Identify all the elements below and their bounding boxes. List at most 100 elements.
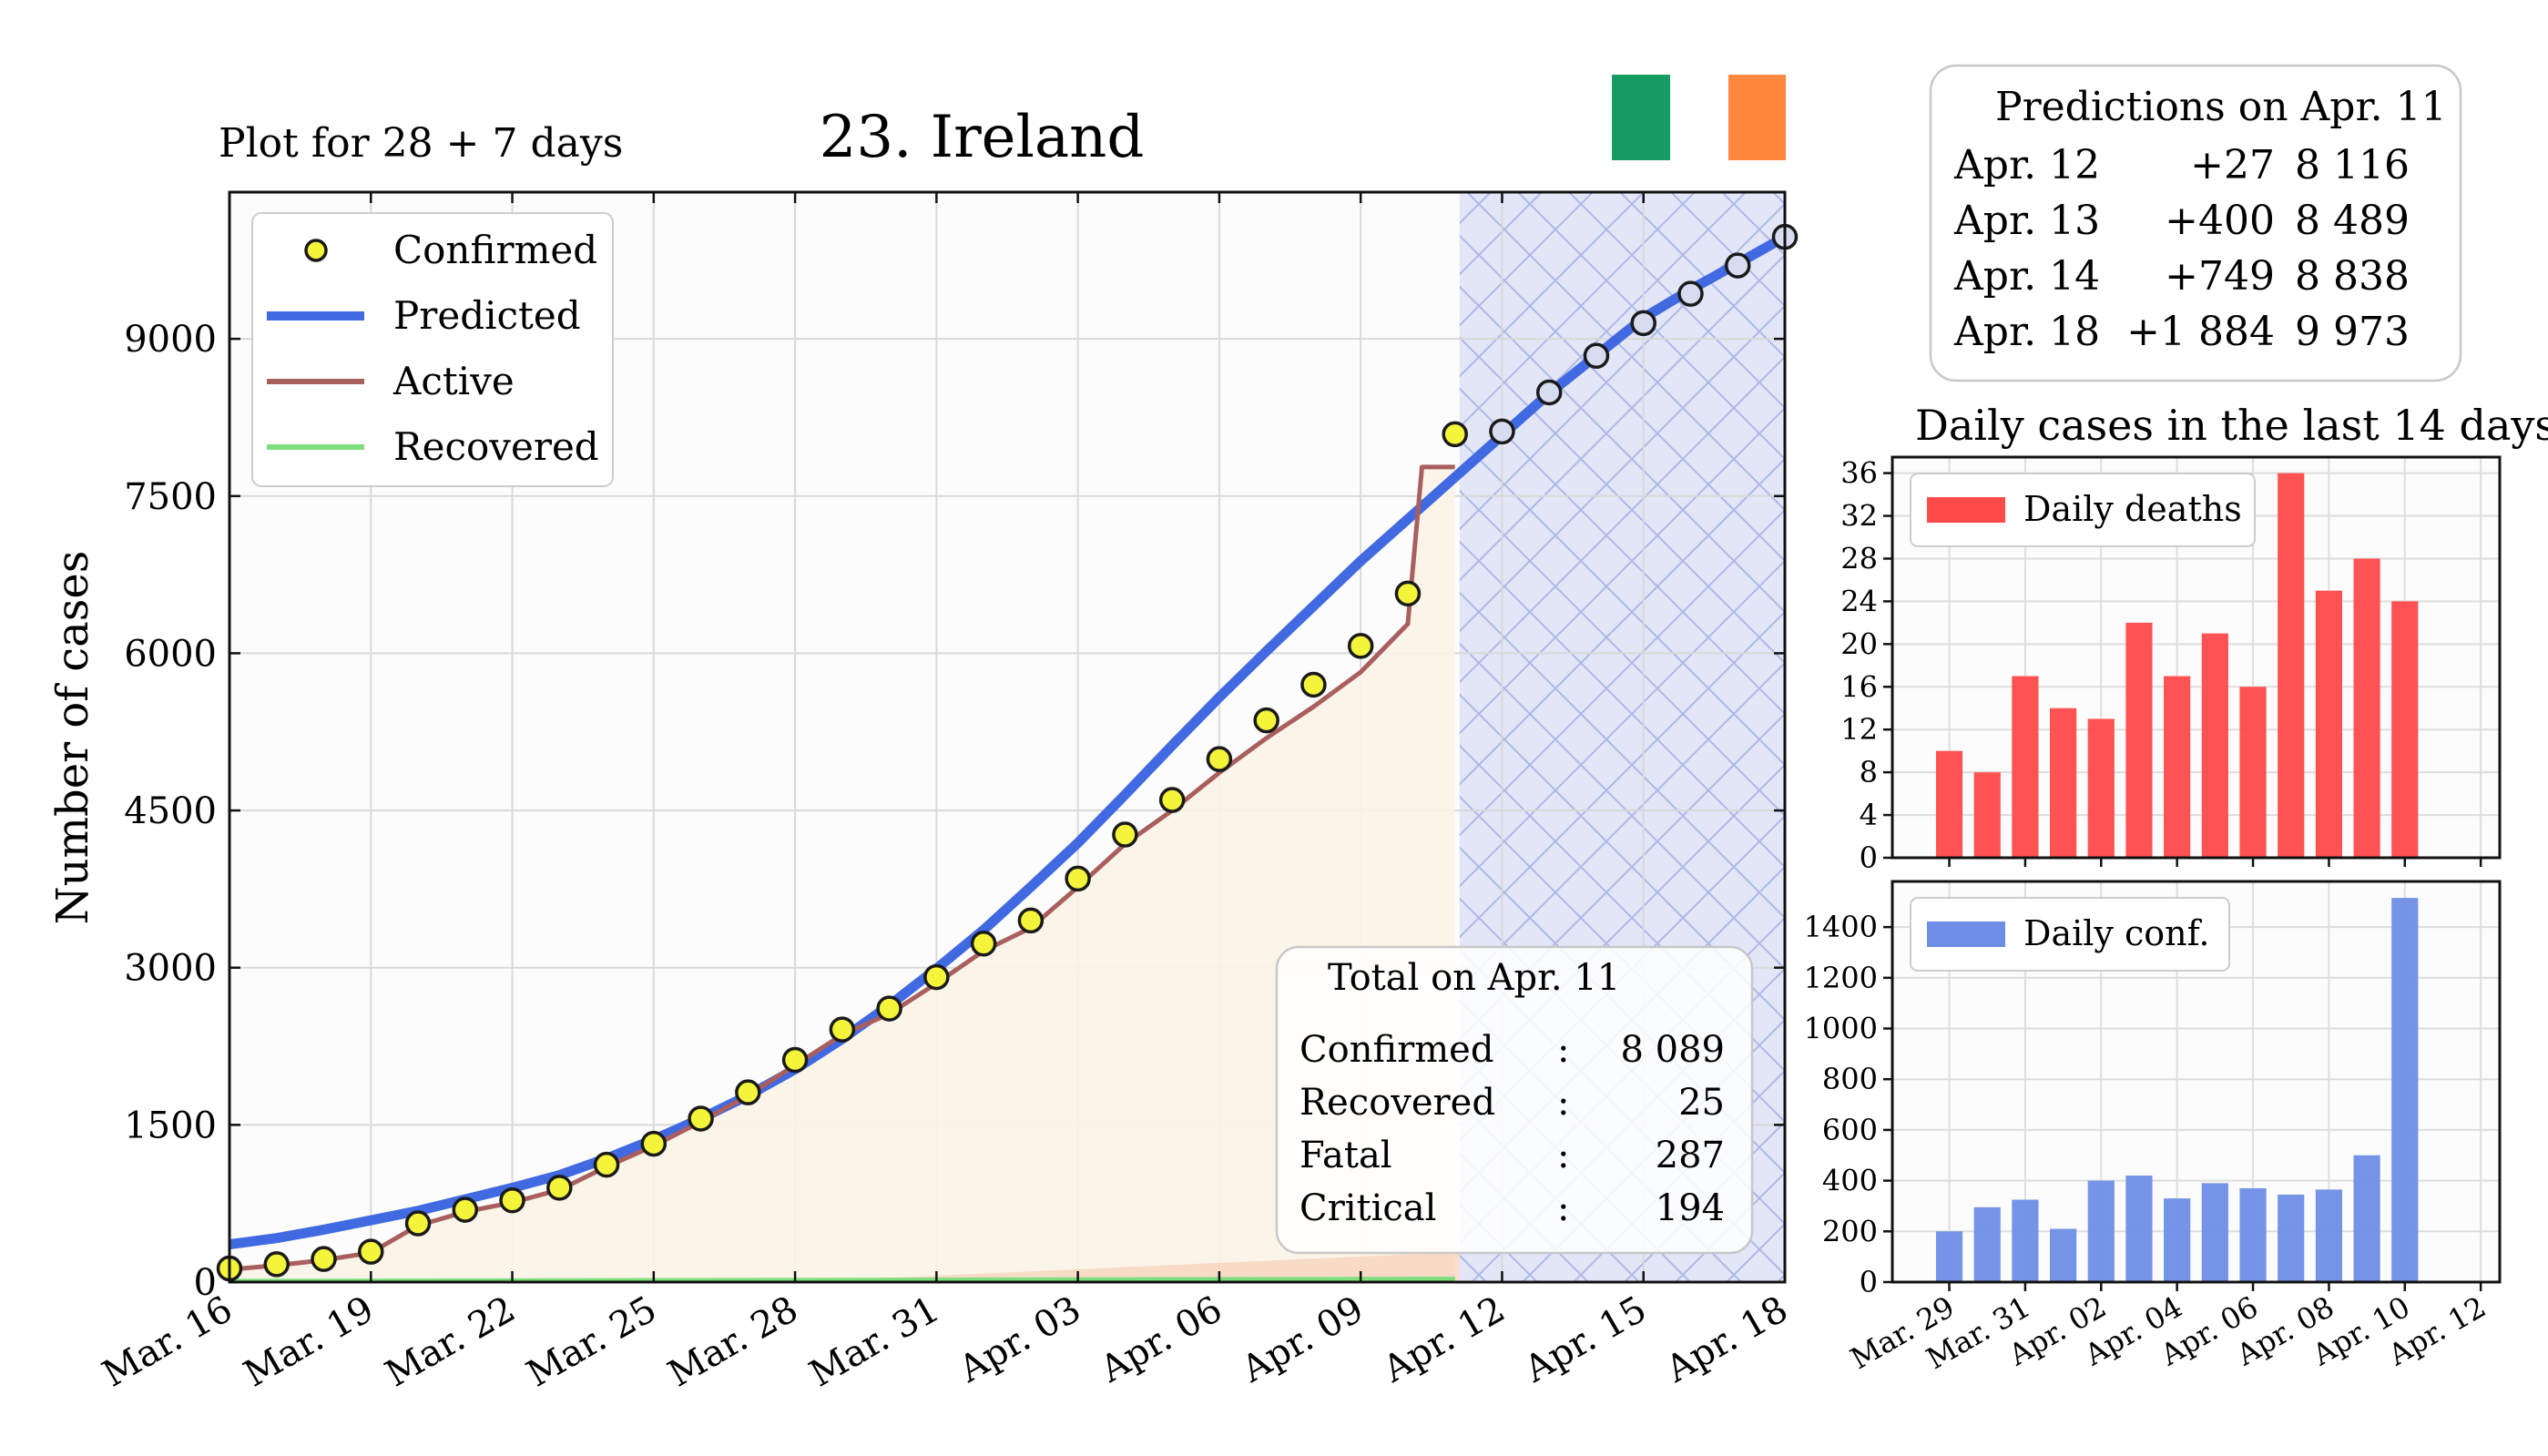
deaths-y-tick-label: 24 (1840, 584, 1878, 618)
deaths-bar (2353, 558, 2380, 858)
legend-label: Confirmed (393, 228, 597, 272)
x-tick-label: Apr. 18 (1658, 1288, 1795, 1391)
prediction-date: Apr. 14 (1953, 253, 2100, 300)
confirmed-point (781, 1046, 809, 1074)
totals-sep: : (1557, 1029, 1569, 1071)
confirmed-point (640, 1130, 668, 1157)
confirmed-point (499, 1186, 525, 1214)
conf-legend-label: Daily conf. (2023, 913, 2209, 953)
conf-bar (2201, 1183, 2228, 1282)
totals-sep: : (1557, 1082, 1569, 1124)
x-tick-label: Apr. 06 (1093, 1288, 1229, 1391)
confirmed-point (1347, 633, 1374, 659)
deaths-frame (1891, 455, 2502, 860)
confirmed-point (876, 995, 902, 1022)
deaths-y-tick-label: 12 (1840, 712, 1878, 747)
deaths-legend-label: Daily deaths (2023, 489, 2242, 529)
confirmed-point (546, 1175, 573, 1201)
deaths-bar (2087, 718, 2115, 858)
confirmed-point (593, 1151, 620, 1178)
conf-y-tick-label: 1000 (1804, 1012, 1878, 1046)
confirmed-point (1394, 580, 1422, 607)
prediction-date: Apr. 18 (1953, 309, 2100, 355)
conf-bar (2353, 1155, 2380, 1282)
prediction-total: 8 838 (2295, 253, 2410, 300)
totals-value: 25 (1678, 1082, 1725, 1124)
conf-bar (2050, 1228, 2077, 1282)
forecast-point (1724, 252, 1751, 279)
deaths-y-tick-label: 8 (1860, 755, 1878, 789)
prediction-total: 8 116 (2295, 142, 2410, 188)
totals-value: 287 (1656, 1135, 1725, 1176)
legend-marker-confirmed (304, 239, 328, 262)
prediction-date: Apr. 13 (1953, 198, 2100, 244)
legend-label: Recovered (393, 424, 599, 469)
ireland-flag-icon (1612, 75, 1786, 160)
prediction-delta: +1 884 (2126, 309, 2275, 355)
x-tick-label: Apr. 12 (1376, 1288, 1513, 1391)
deaths-bar (2164, 676, 2191, 858)
fatal-area (795, 1251, 1460, 1282)
prediction-delta: +27 (2190, 142, 2275, 188)
x-tick-label: Mar. 22 (379, 1288, 523, 1396)
deaths-bar (1973, 772, 2001, 858)
prediction-total: 8 489 (2295, 198, 2410, 244)
totals-label: Critical (1299, 1187, 1436, 1229)
x-tick-label: Mar. 31 (802, 1288, 946, 1396)
totals-title: Total on Apr. 11 (1328, 957, 1620, 999)
confirmed-point (829, 1016, 856, 1043)
conf-bar (2012, 1199, 2039, 1282)
forecast-point (1583, 342, 1610, 370)
conf-bar (2239, 1187, 2267, 1282)
forecast-point (1630, 310, 1656, 337)
x-tick-label: Mar. 28 (661, 1288, 805, 1396)
chart-title: 23. Ireland (820, 104, 1145, 171)
confirmed-point (1206, 746, 1233, 772)
main-legend: Confirmed Predicted Active Recovered (251, 212, 614, 487)
confirmed-point (452, 1196, 479, 1223)
deaths-y-tick-label: 36 (1840, 456, 1878, 491)
deaths-bar (2012, 676, 2039, 858)
prediction-date: Apr. 12 (1953, 142, 2100, 188)
legend-box (251, 212, 614, 487)
predictions-box: Predictions on Apr. 11 Apr. 12 +27 8 116 Ap… (1929, 64, 2462, 382)
confirmed-point (263, 1251, 290, 1278)
totals-label: Confirmed (1299, 1029, 1493, 1071)
deaths-y-tick-label: 32 (1840, 499, 1878, 534)
legend-label: Active (392, 359, 515, 403)
prediction-total: 9 973 (2295, 309, 2410, 355)
conf-bar (1935, 1231, 1963, 1282)
conf-legend-swatch (1927, 921, 2005, 947)
confirmed-point (923, 963, 950, 991)
active-line (229, 464, 1455, 1272)
totals-value: 194 (1656, 1187, 1725, 1229)
x-tick-label: Mar. 25 (520, 1288, 664, 1396)
deaths-bar (2391, 601, 2419, 858)
deaths-y-tick-label: 0 (1860, 840, 1878, 875)
deaths-legend-swatch (1927, 497, 2005, 523)
deaths-y-tick-label: 28 (1840, 541, 1878, 575)
deaths-bar (2278, 473, 2305, 858)
deaths-y-tick-label: 20 (1840, 626, 1878, 661)
conf-bar (2087, 1180, 2115, 1282)
forecast-point (1489, 418, 1515, 445)
prediction-delta: +400 (2165, 198, 2275, 244)
y-tick-label: 3000 (124, 948, 217, 990)
x-tick-label: Apr. 09 (1234, 1288, 1371, 1391)
confirmed-point (688, 1105, 714, 1132)
confirmed-point (1442, 421, 1468, 448)
conf-y-tick-label: 600 (1822, 1113, 1878, 1147)
daily-deaths-chart: 0 4 8 12 16 20 24 28 32 36 Daily deaths (1840, 455, 2502, 875)
conf-y-tick-label: 400 (1822, 1164, 1878, 1198)
deaths-y-tick-label: 16 (1840, 669, 1878, 704)
x-tick-label: Apr. 03 (952, 1288, 1088, 1391)
confirmed-point (1158, 787, 1186, 813)
y-tick-label: 9000 (124, 319, 217, 361)
conf-y-tick-label: 0 (1860, 1265, 1878, 1299)
confirmed-point (404, 1210, 432, 1237)
conf-frame (1891, 880, 2502, 1284)
deaths-bar (2125, 622, 2153, 858)
deaths-bar (2201, 633, 2228, 858)
conf-bar (2278, 1194, 2305, 1282)
